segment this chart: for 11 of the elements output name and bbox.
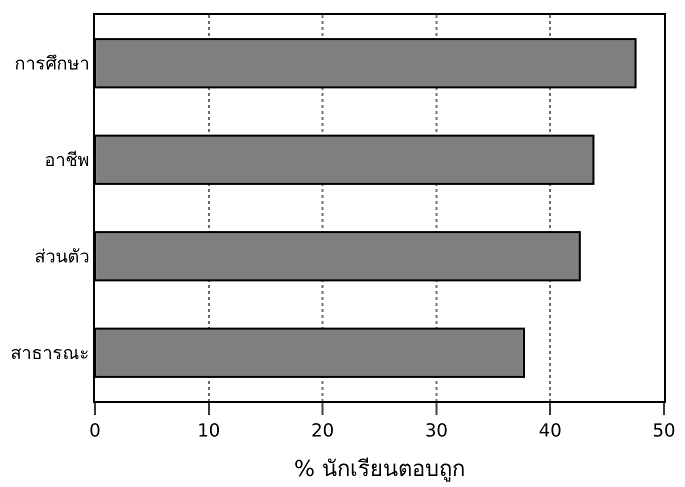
y-tick-label: การศึกษา — [14, 54, 90, 75]
y-tick-label: สาธารณะ — [10, 343, 90, 364]
x-tick-label: 0 — [89, 420, 101, 442]
y-tick-label: ส่วนตัว — [34, 246, 90, 268]
x-tick-label: 50 — [652, 420, 676, 442]
x-tick-label: 30 — [424, 420, 448, 442]
x-tick-label: 40 — [538, 420, 562, 442]
y-tick-label: อาชีพ — [44, 150, 90, 172]
x-tick-label: 20 — [311, 420, 334, 442]
x-tick-label: 10 — [197, 420, 220, 442]
x-axis-title: % นักเรียนตอบถูก — [294, 457, 465, 482]
